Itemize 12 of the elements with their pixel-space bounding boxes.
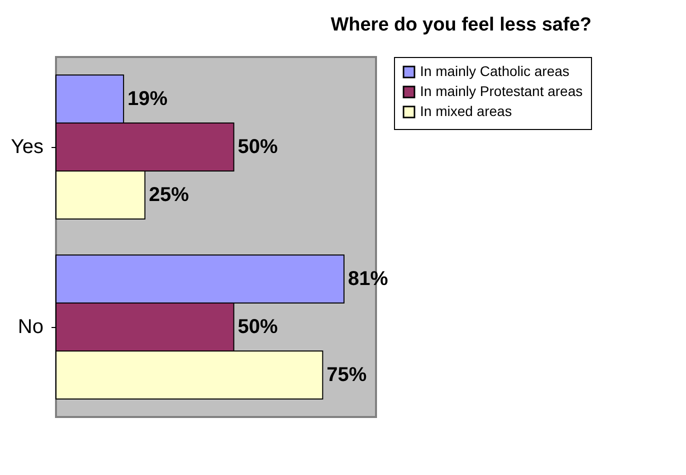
legend-label: In mainly Protestant areas	[420, 83, 583, 99]
data-label: 81%	[348, 268, 388, 290]
y-tick-label: No	[18, 316, 44, 338]
data-label: 75%	[326, 364, 367, 386]
legend-label: In mixed areas	[420, 103, 512, 119]
legend-label: In mainly Catholic areas	[420, 63, 570, 79]
data-label: 19%	[128, 88, 168, 110]
y-tick-label: Yes	[10, 136, 44, 158]
data-label: 50%	[238, 136, 278, 158]
data-label: 25%	[148, 184, 190, 206]
data-label: 50%	[238, 316, 278, 338]
text: Where do you feel less safe?	[330, 14, 592, 36]
